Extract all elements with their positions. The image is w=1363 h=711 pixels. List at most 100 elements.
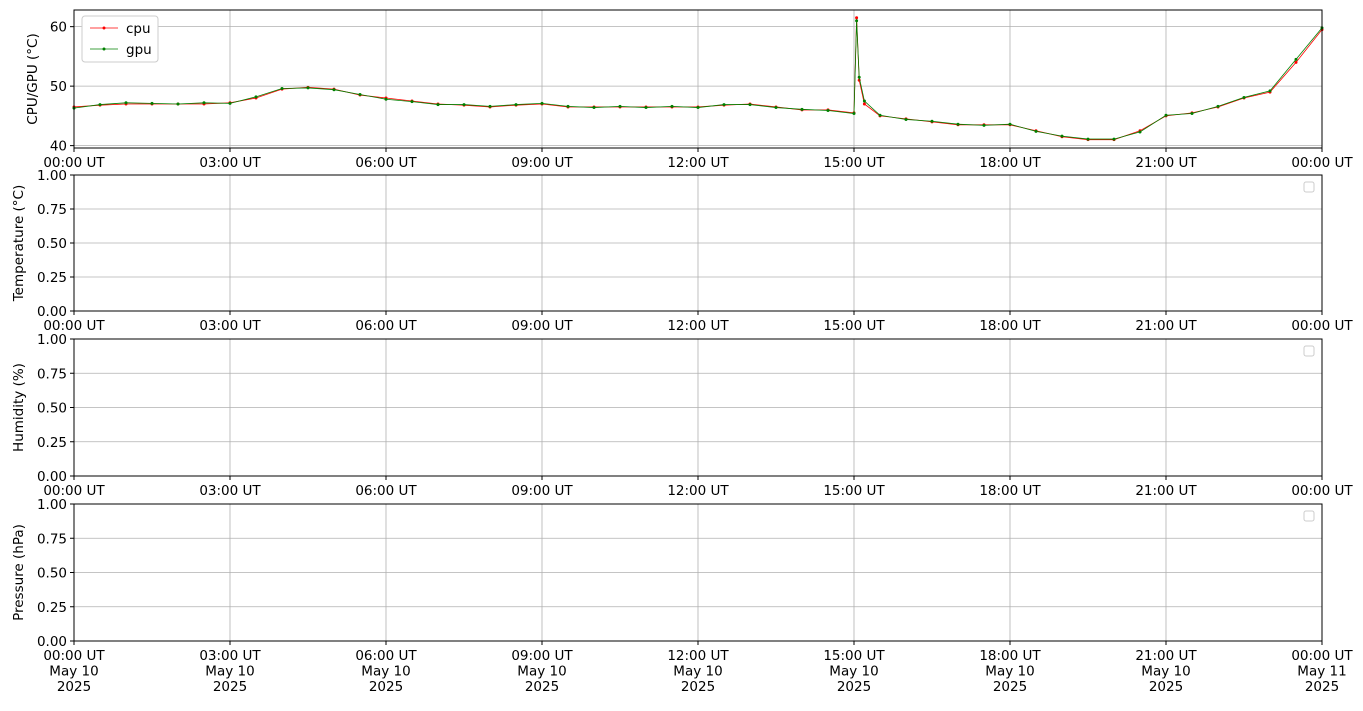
data-point [514, 103, 518, 107]
data-point [1190, 112, 1194, 115]
data-point [280, 87, 284, 91]
x-tick-label: 12:00 UT [667, 155, 729, 171]
x-tick-label: 21:00 UT [1135, 318, 1197, 334]
y-tick-label: 0.50 [37, 236, 67, 252]
y-tick-label: 0.75 [37, 202, 67, 218]
data-point [878, 113, 882, 117]
y-tick-label: 0.00 [37, 634, 67, 650]
data-point [1112, 137, 1116, 141]
data-point [852, 112, 856, 115]
legend-label: cpu [126, 21, 151, 37]
data-point [1034, 129, 1038, 133]
data-point [1060, 134, 1064, 138]
x-tick-label: 12:00 UT [667, 318, 729, 334]
y-tick-label: 0.75 [37, 531, 67, 547]
x-tick-label: 21:00 UT May 10 2025 [1135, 648, 1197, 695]
x-tick-label: 15:00 UT [823, 155, 885, 171]
data-point [1138, 130, 1142, 134]
data-point [722, 103, 726, 107]
data-point [1164, 113, 1168, 117]
legend-box [81, 15, 159, 63]
plot-frame [73, 174, 1323, 312]
x-tick-label: 00:00 UT [43, 318, 105, 334]
y-tick-label: 0.25 [37, 435, 67, 451]
x-tick-label: 09:00 UT [511, 483, 573, 499]
legend-marker [102, 26, 106, 30]
data-point [540, 101, 544, 105]
x-tick-label: 09:00 UT [511, 155, 573, 171]
x-tick-label: 21:00 UT [1135, 155, 1197, 171]
data-point [306, 86, 310, 90]
data-point [98, 103, 102, 107]
x-tick-label: 12:00 UT May 10 2025 [667, 648, 729, 695]
x-tick-label: 06:00 UT [355, 318, 417, 334]
data-point [956, 122, 960, 126]
y-axis-label: Temperature (°C) [11, 185, 27, 303]
x-tick-label: 00:00 UT May 10 2025 [43, 648, 105, 695]
data-point [930, 119, 934, 123]
data-point [410, 100, 414, 104]
x-tick-label: 09:00 UT May 10 2025 [511, 648, 573, 695]
x-tick-label: 06:00 UT [355, 155, 417, 171]
y-tick-label: 0.00 [37, 304, 67, 320]
legend-marker [102, 47, 106, 51]
y-tick-label: 0.25 [37, 270, 67, 286]
x-tick-label: 00:00 UT May 11 2025 [1291, 648, 1353, 695]
x-tick-label: 03:00 UT May 10 2025 [199, 648, 261, 695]
y-axis-label: CPU/GPU (°C) [25, 33, 41, 124]
data-point [566, 104, 570, 108]
x-tick-label: 00:00 UT [43, 155, 105, 171]
x-tick-label: 00:00 UT [1291, 318, 1353, 334]
x-tick-label: 18:00 UT [979, 483, 1041, 499]
data-point [124, 101, 128, 105]
data-point [358, 92, 362, 96]
data-point [862, 102, 866, 106]
data-point [1242, 95, 1246, 99]
y-tick-label: 0.50 [37, 566, 67, 582]
data-point [1086, 137, 1090, 141]
data-point [982, 123, 986, 127]
x-tick-label: 15:00 UT May 10 2025 [823, 648, 885, 695]
y-axis-label: Humidity (%) [11, 363, 27, 452]
y-tick-label: 40 [50, 139, 67, 155]
x-tick-label: 18:00 UT May 10 2025 [979, 648, 1041, 695]
data-point [855, 19, 859, 23]
y-tick-label: 0.75 [37, 366, 67, 382]
data-point [436, 103, 440, 107]
data-point [904, 117, 908, 121]
data-point [644, 106, 648, 110]
data-point [202, 101, 206, 105]
x-tick-label: 00:00 UT [43, 483, 105, 499]
legend-box [1303, 181, 1315, 193]
legend-box [1303, 510, 1315, 522]
series-line [73, 20, 1323, 140]
y-tick-label: 1.00 [37, 168, 67, 184]
data-point [1268, 89, 1272, 93]
y-tick-label: 0.00 [37, 469, 67, 485]
y-tick-label: 60 [50, 20, 67, 36]
data-point [855, 16, 859, 20]
data-point [1294, 60, 1298, 64]
y-tick-label: 50 [50, 79, 67, 95]
data-point [857, 75, 861, 79]
data-point [1294, 57, 1298, 61]
plot-frame [73, 503, 1323, 642]
data-point [254, 95, 258, 99]
x-tick-label: 06:00 UT [355, 483, 417, 499]
x-tick-label: 03:00 UT [199, 483, 261, 499]
data-point [384, 97, 388, 101]
x-tick-label: 06:00 UT May 10 2025 [355, 648, 417, 695]
data-point [826, 109, 830, 113]
x-tick-label: 00:00 UT [1291, 155, 1353, 171]
data-point [670, 104, 674, 108]
y-tick-label: 0.50 [37, 401, 67, 417]
data-point [862, 99, 866, 103]
data-point [150, 101, 154, 105]
plot-frame [73, 338, 1323, 477]
data-point [696, 106, 700, 110]
y-axis-label: Pressure (hPa) [11, 524, 27, 621]
data-point [1216, 104, 1220, 108]
x-tick-label: 12:00 UT [667, 483, 729, 499]
y-tick-label: 1.00 [37, 497, 67, 513]
